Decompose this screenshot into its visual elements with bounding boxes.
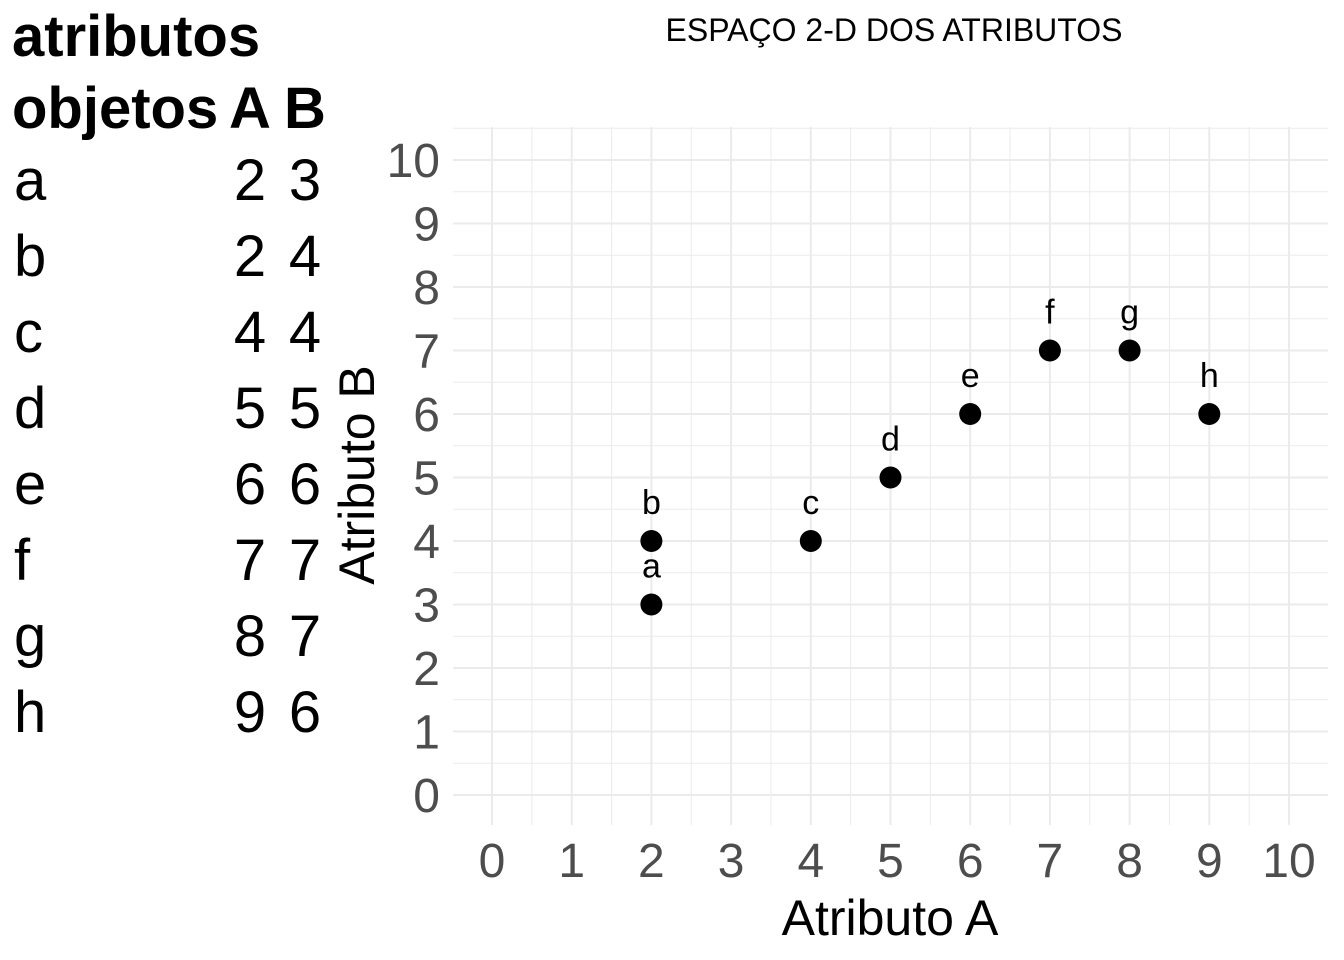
table-cell-object: f	[14, 528, 31, 593]
y-tick-label: 5	[413, 453, 440, 506]
y-tick-label: 10	[387, 135, 440, 188]
table-cell-b: 5	[288, 376, 322, 441]
table-cell-object: c	[14, 300, 43, 365]
point-label: b	[642, 484, 661, 522]
y-tick-label: 7	[413, 326, 440, 379]
y-tick-label: 0	[413, 770, 440, 823]
y-tick-label: 4	[413, 516, 440, 569]
table-cell-b: 6	[288, 680, 322, 745]
table-cell-object: a	[14, 148, 47, 213]
data-point	[1118, 339, 1141, 362]
data-point	[799, 530, 822, 552]
x-tick-label: 3	[718, 835, 745, 888]
table-header-a: A	[229, 76, 271, 141]
table-cell-object: d	[14, 376, 47, 441]
table-cell-a: 8	[233, 604, 267, 669]
y-tick-label: 9	[413, 199, 440, 252]
data-point	[1198, 403, 1221, 425]
x-tick-label: 6	[957, 835, 984, 888]
table-cell-b: 6	[288, 452, 322, 517]
data-point	[640, 593, 663, 616]
data-point	[879, 466, 902, 489]
table-caption: atributos	[12, 4, 261, 69]
x-tick-label: 2	[638, 835, 665, 888]
point-label: d	[881, 421, 900, 459]
x-tick-label: 10	[1262, 835, 1315, 888]
x-tick-label: 7	[1037, 835, 1064, 888]
x-tick-label: 5	[877, 835, 904, 888]
x-tick-label: 9	[1196, 835, 1223, 888]
x-tick-label: 8	[1116, 835, 1143, 888]
x-tick-label: 4	[797, 835, 824, 888]
x-tick-label: 0	[479, 835, 506, 888]
point-label: f	[1045, 294, 1055, 332]
table-cell-object: b	[14, 224, 47, 289]
data-point	[959, 403, 982, 425]
table-cell-a: 7	[233, 528, 267, 593]
chart-title: ESPAÇO 2-D DOS ATRIBUTOS	[666, 12, 1123, 48]
y-tick-label: 2	[413, 643, 440, 696]
table-header-b: B	[284, 76, 326, 141]
table-cell-object: e	[14, 452, 47, 517]
table-cell-b: 7	[288, 604, 322, 669]
y-tick-label: 3	[413, 580, 440, 633]
table-cell-b: 4	[288, 300, 322, 365]
point-label: e	[961, 357, 980, 395]
table-cell-a: 4	[233, 300, 267, 365]
table-cell-b: 7	[288, 528, 322, 593]
y-axis-label: Atributo B	[329, 365, 385, 585]
table-cell-object: g	[14, 604, 47, 669]
point-label: h	[1200, 357, 1219, 395]
x-tick-label: 1	[558, 835, 585, 888]
table-cell-object: h	[14, 680, 47, 745]
table-header-objetos: objetos	[12, 76, 219, 141]
table-cell-a: 2	[233, 148, 267, 213]
table-cell-a: 9	[233, 680, 267, 745]
point-label: g	[1120, 294, 1139, 332]
y-tick-label: 1	[413, 707, 440, 760]
table-cell-a: 5	[233, 376, 267, 441]
table-cell-b: 3	[288, 148, 322, 213]
y-tick-label: 8	[413, 262, 440, 315]
data-point	[640, 530, 663, 552]
point-label: c	[802, 484, 819, 522]
point-label: a	[642, 548, 661, 586]
table-cell-a: 6	[233, 452, 267, 517]
y-tick-label: 6	[413, 389, 440, 442]
table-cell-a: 2	[233, 224, 267, 289]
table-cell-b: 4	[288, 224, 322, 289]
x-axis-label: Atributo A	[782, 890, 999, 946]
data-point	[1038, 339, 1061, 362]
